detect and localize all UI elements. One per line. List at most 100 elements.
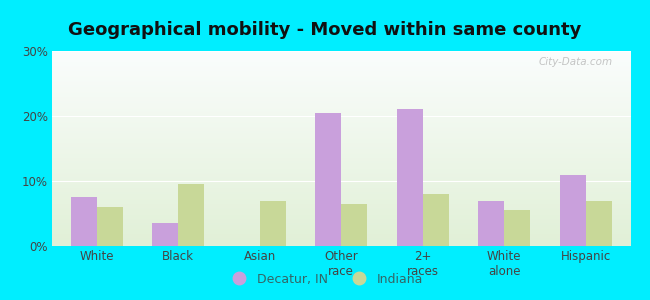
Bar (52, 152, 630, 153)
Bar (52, 182, 630, 183)
Bar (52, 172, 630, 173)
Bar (52, 194, 630, 195)
Bar (52, 113, 630, 114)
Bar (52, 203, 630, 204)
Bar (97, 207, 123, 246)
Bar (52, 89, 630, 90)
Bar (52, 210, 630, 211)
Bar (52, 239, 630, 240)
Bar (52, 64, 630, 66)
Bar (52, 175, 630, 176)
Bar (52, 103, 630, 105)
Bar (52, 139, 630, 140)
Bar (52, 133, 630, 134)
Bar (52, 93, 630, 94)
Bar (52, 135, 630, 136)
Bar (52, 151, 630, 152)
Bar (52, 154, 630, 155)
Bar (52, 109, 630, 110)
Bar (52, 70, 630, 71)
Bar (52, 192, 630, 193)
Bar (52, 102, 630, 103)
Bar (52, 159, 630, 160)
Legend: Decatur, IN, Indiana: Decatur, IN, Indiana (222, 268, 428, 291)
Bar (52, 201, 630, 202)
Bar (52, 219, 630, 220)
Bar (52, 188, 630, 190)
Bar (52, 78, 630, 79)
Bar (52, 125, 630, 126)
Bar (52, 241, 630, 242)
Bar (52, 240, 630, 241)
Bar (52, 106, 630, 108)
Bar (52, 111, 630, 112)
Bar (52, 132, 630, 133)
Bar (52, 230, 630, 231)
Bar (52, 134, 630, 135)
Bar (52, 61, 630, 62)
Bar (52, 157, 630, 158)
Bar (52, 214, 630, 215)
Bar (52, 234, 630, 235)
Bar (52, 226, 630, 227)
Bar (260, 200, 286, 246)
Bar (52, 181, 630, 182)
Bar (52, 62, 630, 63)
Bar (52, 158, 630, 159)
Bar (52, 184, 630, 185)
Bar (52, 100, 630, 101)
Bar (52, 53, 630, 54)
Bar (52, 124, 630, 125)
Bar (52, 196, 630, 197)
Bar (396, 110, 422, 246)
Bar (52, 67, 630, 68)
Bar (52, 242, 630, 243)
Bar (52, 209, 630, 210)
Bar (52, 207, 630, 208)
Bar (52, 122, 630, 123)
Bar (52, 171, 630, 172)
Bar (52, 216, 630, 217)
Bar (52, 164, 630, 165)
Bar (52, 163, 630, 164)
Bar (586, 200, 612, 246)
Bar (52, 94, 630, 95)
Bar (52, 153, 630, 154)
Bar (52, 222, 630, 223)
Bar (52, 99, 630, 100)
Bar (52, 129, 630, 130)
Bar (52, 127, 630, 128)
Bar (52, 174, 630, 175)
Bar (52, 126, 630, 127)
Bar (52, 66, 630, 67)
Bar (52, 233, 630, 234)
Bar (52, 162, 630, 163)
Bar (52, 123, 630, 124)
Bar (52, 211, 630, 212)
Bar (52, 237, 630, 238)
Bar (52, 204, 630, 205)
Bar (52, 140, 630, 141)
Bar (52, 215, 630, 216)
Bar (52, 193, 630, 194)
Bar (52, 55, 630, 56)
Bar (52, 56, 630, 57)
Bar (52, 91, 630, 92)
Bar (52, 95, 630, 96)
Bar (52, 238, 630, 239)
Bar (52, 145, 630, 146)
Bar (52, 71, 630, 72)
Bar (52, 117, 630, 118)
Bar (52, 169, 630, 170)
Bar (52, 173, 630, 174)
Bar (560, 175, 586, 246)
Bar (52, 198, 630, 199)
Bar (52, 231, 630, 232)
Bar (52, 79, 630, 80)
Bar (52, 121, 630, 122)
Bar (52, 217, 630, 218)
Bar (52, 92, 630, 93)
Bar (52, 185, 630, 187)
Bar (152, 223, 178, 246)
Bar (178, 184, 204, 246)
